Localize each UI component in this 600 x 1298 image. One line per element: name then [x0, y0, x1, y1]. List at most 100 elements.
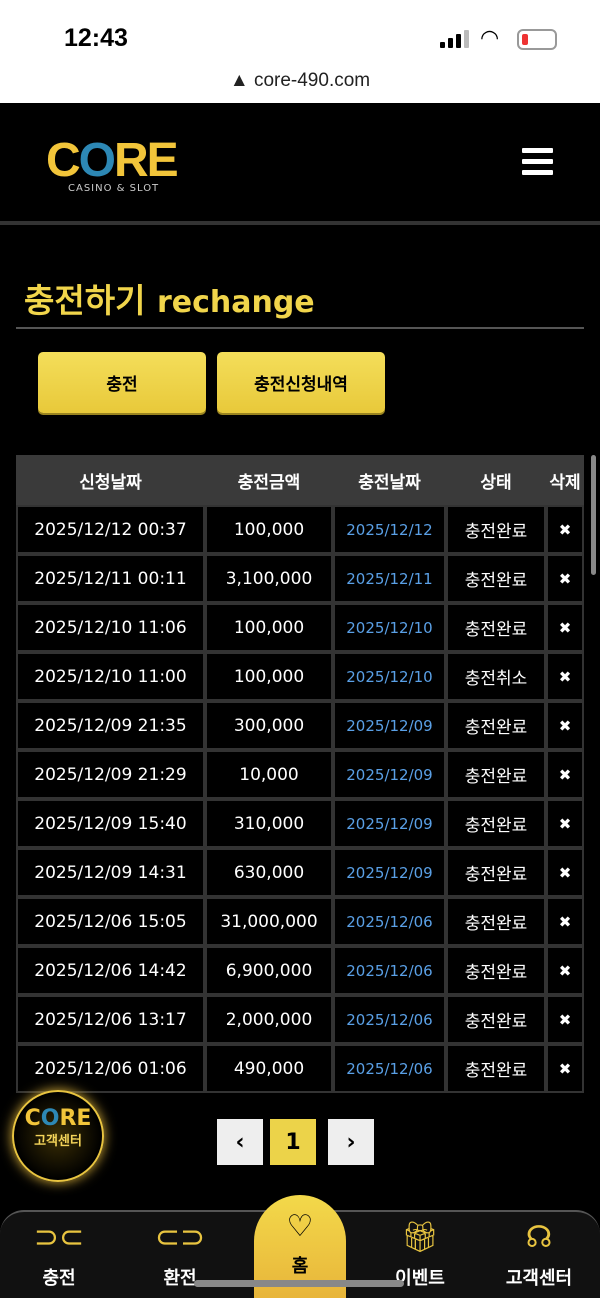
delete-icon[interactable]: ✖ [546, 554, 584, 603]
status-cell: 충전완료 [446, 505, 546, 554]
status-cell: 충전완료 [446, 799, 546, 848]
charge-date-cell: 2025/12/09 [333, 701, 446, 750]
delete-icon[interactable]: ✖ [546, 750, 584, 799]
request-date-cell: 2025/12/10 11:00 [16, 652, 205, 701]
charge-date-cell: 2025/12/06 [333, 995, 446, 1044]
page-title: 충전하기 rechange [24, 281, 315, 320]
status-cell: 충전완료 [446, 750, 546, 799]
charge-button[interactable]: 충전 [38, 352, 206, 413]
delete-icon[interactable]: ✖ [546, 701, 584, 750]
nav-charge[interactable]: ⊃⊂ 충전 [14, 1220, 104, 1290]
status-cell: 충전취소 [446, 652, 546, 701]
status-cell: 충전완료 [446, 1044, 546, 1093]
address-bar[interactable]: ▲ core-490.com [0, 70, 600, 103]
status-cell: 충전완료 [446, 946, 546, 995]
table-row: 2025/12/06 15:05 31,000,000 2025/12/06 충전완료… [16, 897, 584, 946]
table-row: 2025/12/09 21:35 300,000 2025/12/09 충전완료 ✖ [16, 701, 584, 750]
table-row: 2025/12/06 01:06 490,000 2025/12/06 충전완료 ✖ [16, 1044, 584, 1093]
request-date-cell: 2025/12/11 00:11 [16, 554, 205, 603]
column-header: 충전날짜 [333, 455, 446, 505]
request-date-cell: 2025/12/09 21:29 [16, 750, 205, 799]
next-page-button[interactable]: › [328, 1119, 374, 1165]
delete-icon[interactable]: ✖ [546, 848, 584, 897]
charge-date-cell: 2025/12/12 [333, 505, 446, 554]
table-row: 2025/12/12 00:37 100,000 2025/12/12 충전완료 ✖ [16, 505, 584, 554]
amount-cell: 100,000 [205, 603, 333, 652]
url-text: core-490.com [253, 70, 371, 91]
wifi-icon: ◠ [480, 26, 500, 51]
charge-date-cell: 2025/12/09 [333, 799, 446, 848]
table-row: 2025/12/06 13:17 2,000,000 2025/12/06 충전완료 ✖ [16, 995, 584, 1044]
status-cell: 충전완료 [446, 603, 546, 652]
nav-support[interactable]: ☊ 고객센터 [494, 1220, 584, 1290]
gift-icon: 🎁︎ [400, 1220, 440, 1255]
signal-icon [440, 30, 469, 48]
delete-icon[interactable]: ✖ [546, 505, 584, 554]
amount-cell: 3,100,000 [205, 554, 333, 603]
charge-history-table: 신청날짜 충전금액 충전날짜 상태 삭제 2025/12/12 00:37 100,000… [16, 455, 584, 1093]
logo-subtitle: CASINO & SLOT [68, 183, 160, 194]
request-date-cell: 2025/12/06 14:42 [16, 946, 205, 995]
charge-date-cell: 2025/12/10 [333, 652, 446, 701]
table-row: 2025/12/10 11:00 100,000 2025/12/10 충전취소 ✖ [16, 652, 584, 701]
support-agent-icon: ☊ [525, 1220, 553, 1255]
delete-icon[interactable]: ✖ [546, 1044, 584, 1093]
charge-date-cell: 2025/12/09 [333, 750, 446, 799]
warning-icon: ▲ [229, 70, 249, 91]
charge-date-cell: 2025/12/06 [333, 897, 446, 946]
logo[interactable]: CORE CASINO & SLOT [46, 134, 179, 195]
clock: 12:43 [64, 24, 128, 52]
charge-icon: ⊃⊂ [33, 1220, 85, 1255]
page-1-button[interactable]: 1 [270, 1119, 316, 1165]
column-header: 신청날짜 [16, 455, 205, 505]
amount-cell: 300,000 [205, 701, 333, 750]
amount-cell: 100,000 [205, 652, 333, 701]
nav-event[interactable]: 🎁︎ 이벤트 [375, 1220, 465, 1290]
amount-cell: 100,000 [205, 505, 333, 554]
nav-exchange[interactable]: ⊂⊃ 환전 [135, 1220, 225, 1290]
status-cell: 충전완료 [446, 554, 546, 603]
divider [16, 327, 584, 329]
amount-cell: 2,000,000 [205, 995, 333, 1044]
request-date-cell: 2025/12/09 21:35 [16, 701, 205, 750]
status-cell: 충전완료 [446, 848, 546, 897]
column-header: 삭제 [546, 455, 584, 505]
customer-center-badge[interactable]: CORE 고객센터 [12, 1090, 104, 1182]
charge-date-cell: 2025/12/11 [333, 554, 446, 603]
scrollbar[interactable] [591, 455, 596, 575]
column-header: 상태 [446, 455, 546, 505]
site-header: CORE CASINO & SLOT [0, 103, 600, 225]
amount-cell: 31,000,000 [205, 897, 333, 946]
request-date-cell: 2025/12/10 11:06 [16, 603, 205, 652]
home-indicator [194, 1280, 404, 1287]
delete-icon[interactable]: ✖ [546, 652, 584, 701]
amount-cell: 310,000 [205, 799, 333, 848]
request-date-cell: 2025/12/09 14:31 [16, 848, 205, 897]
charge-date-cell: 2025/12/06 [333, 1044, 446, 1093]
charge-date-cell: 2025/12/10 [333, 603, 446, 652]
delete-icon[interactable]: ✖ [546, 995, 584, 1044]
amount-cell: 6,900,000 [205, 946, 333, 995]
status-cell: 충전완료 [446, 701, 546, 750]
delete-icon[interactable]: ✖ [546, 897, 584, 946]
charge-history-button[interactable]: 충전신청내역 [217, 352, 385, 413]
request-date-cell: 2025/12/12 00:37 [16, 505, 205, 554]
table-row: 2025/12/09 15:40 310,000 2025/12/09 충전완료 ✖ [16, 799, 584, 848]
amount-cell: 490,000 [205, 1044, 333, 1093]
column-header: 충전금액 [205, 455, 333, 505]
request-date-cell: 2025/12/06 01:06 [16, 1044, 205, 1093]
charge-date-cell: 2025/12/06 [333, 946, 446, 995]
customer-center-label: 고객센터 [34, 1134, 82, 1149]
delete-icon[interactable]: ✖ [546, 603, 584, 652]
delete-icon[interactable]: ✖ [546, 946, 584, 995]
status-cell: 충전완료 [446, 897, 546, 946]
table-row: 2025/12/09 21:29 10,000 2025/12/09 충전완료 ✖ [16, 750, 584, 799]
prev-page-button[interactable]: ‹ [217, 1119, 263, 1165]
battery-icon [517, 29, 557, 50]
hamburger-menu-icon[interactable] [522, 148, 553, 181]
exchange-icon: ⊂⊃ [154, 1220, 206, 1255]
amount-cell: 630,000 [205, 848, 333, 897]
table-row: 2025/12/06 14:42 6,900,000 2025/12/06 충전완료 ✖ [16, 946, 584, 995]
table-row: 2025/12/11 00:11 3,100,000 2025/12/11 충전완료 ✖ [16, 554, 584, 603]
delete-icon[interactable]: ✖ [546, 799, 584, 848]
